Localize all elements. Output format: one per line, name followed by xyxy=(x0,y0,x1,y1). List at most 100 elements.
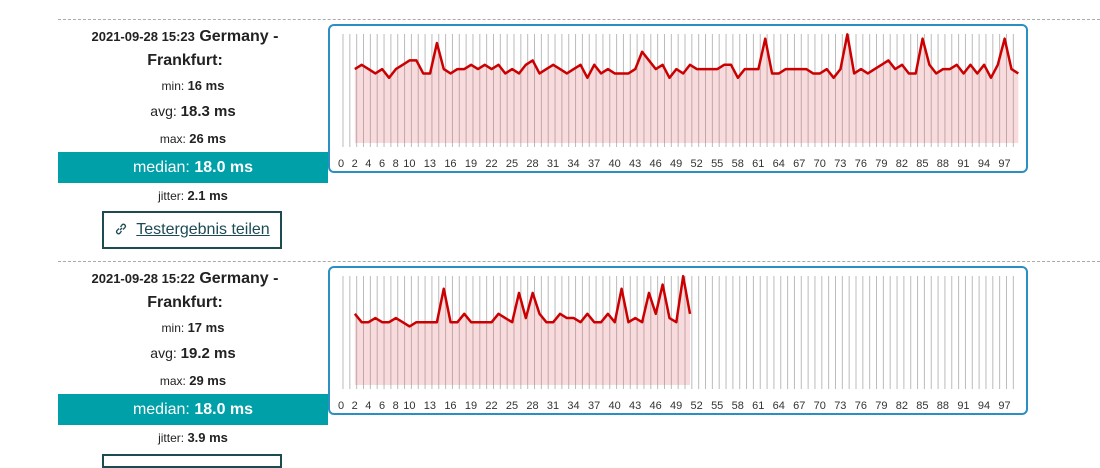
x-tick-label: 61 xyxy=(752,400,764,412)
x-tick-label: 40 xyxy=(608,158,620,170)
x-tick-label: 0 xyxy=(338,158,344,170)
x-tick-label: 6 xyxy=(379,158,385,170)
x-tick-label: 16 xyxy=(444,400,456,412)
result-heading: 2021-09-28 15:23 Germany - Frankfurt: xyxy=(85,25,285,73)
chart-frame xyxy=(328,266,1028,415)
x-tick-label: 97 xyxy=(998,400,1010,412)
median-value: 18.0 ms xyxy=(194,401,254,418)
x-tick-label: 73 xyxy=(834,158,846,170)
link-icon xyxy=(116,223,127,235)
x-tick-label: 79 xyxy=(875,400,887,412)
x-tick-label: 97 xyxy=(998,158,1010,170)
x-tick-label: 52 xyxy=(691,400,703,412)
avg-value: 19.2 ms xyxy=(180,345,236,362)
share-button[interactable]: Testergebnis teilen xyxy=(102,211,282,249)
avg-row: avg: 19.2 ms xyxy=(58,345,328,362)
x-tick-label: 40 xyxy=(608,400,620,412)
avg-row: avg: 18.3 ms xyxy=(58,103,328,120)
x-tick-label: 58 xyxy=(732,158,744,170)
location: Germany - Frankfurt: xyxy=(147,28,279,69)
x-tick-label: 70 xyxy=(814,400,826,412)
x-tick-label: 88 xyxy=(937,400,949,412)
median-bar: median: 18.0 ms xyxy=(58,152,328,183)
x-tick-label: 2 xyxy=(352,158,358,170)
x-tick-label: 31 xyxy=(547,158,559,170)
jitter-row: jitter: 2.1 ms xyxy=(58,188,328,203)
x-tick-label: 76 xyxy=(855,400,867,412)
x-tick-label: 16 xyxy=(444,158,456,170)
min-value: 16 ms xyxy=(187,78,225,93)
x-tick-label: 88 xyxy=(937,158,949,170)
x-tick-label: 8 xyxy=(393,400,399,412)
separator xyxy=(58,261,1100,262)
x-tick-label: 52 xyxy=(691,158,703,170)
x-tick-label: 64 xyxy=(773,158,785,170)
x-tick-label: 82 xyxy=(896,158,908,170)
x-tick-label: 91 xyxy=(957,400,969,412)
x-tick-label: 61 xyxy=(752,158,764,170)
x-tick-label: 2 xyxy=(352,400,358,412)
x-tick-label: 25 xyxy=(506,400,518,412)
x-tick-label: 22 xyxy=(485,158,497,170)
x-tick-label: 79 xyxy=(875,158,887,170)
area xyxy=(354,276,690,385)
x-tick-label: 19 xyxy=(465,400,477,412)
x-tick-label: 31 xyxy=(547,400,559,412)
x-tick-label: 73 xyxy=(834,400,846,412)
x-tick-label: 13 xyxy=(424,158,436,170)
avg-value: 18.3 ms xyxy=(180,103,236,120)
result-heading: 2021-09-28 15:22 Germany - Frankfurt: xyxy=(85,267,285,315)
jitter-value: 2.1 ms xyxy=(187,188,228,203)
x-tick-label: 43 xyxy=(629,158,641,170)
min-row: min: 16 ms xyxy=(58,78,328,93)
x-tick-label: 28 xyxy=(526,158,538,170)
x-tick-label: 34 xyxy=(567,400,579,412)
separator xyxy=(58,19,1100,20)
timestamp: 2021-09-28 15:22 xyxy=(91,271,195,286)
x-tick-label: 25 xyxy=(506,158,518,170)
median-label: median: xyxy=(132,401,190,418)
avg-label: avg: xyxy=(150,345,177,361)
x-tick-label: 85 xyxy=(916,158,928,170)
x-tick-label: 94 xyxy=(978,158,990,170)
x-tick-label: 13 xyxy=(424,400,436,412)
min-label: min: xyxy=(161,321,185,335)
line xyxy=(353,274,692,328)
chart-frame xyxy=(328,24,1028,173)
x-tick-label: 8 xyxy=(393,158,399,170)
x-tick-label: 43 xyxy=(629,400,641,412)
min-row: min: 17 ms xyxy=(58,320,328,335)
location: Germany - Frankfurt: xyxy=(147,270,279,311)
jitter-label: jitter: xyxy=(158,431,185,445)
x-tick-label: 4 xyxy=(365,400,371,412)
max-label: max: xyxy=(159,374,186,388)
median-label: median: xyxy=(132,159,190,176)
x-tick-label: 76 xyxy=(855,158,867,170)
x-tick-label: 58 xyxy=(732,400,744,412)
jitter-row: jitter: 3.9 ms xyxy=(58,430,328,445)
median-value: 18.0 ms xyxy=(194,159,254,176)
x-tick-label: 67 xyxy=(793,158,805,170)
x-tick-label: 37 xyxy=(588,400,600,412)
jitter-label: jitter: xyxy=(158,189,185,203)
page: {"results": [ {"timestamp": "2021-09-28 … xyxy=(58,19,1100,468)
area xyxy=(354,34,1019,143)
x-tick-label: 46 xyxy=(650,400,662,412)
charts: 0 2 4 6 8 10 13 16 19 22 25 28 31 34 37 40 43 46 49 52 55 58 6… xyxy=(328,24,1028,415)
x-tick-label: 55 xyxy=(711,158,723,170)
max-value: 29 ms xyxy=(189,373,227,388)
x-tick-label: 37 xyxy=(588,158,600,170)
x-tick-label: 34 xyxy=(567,158,579,170)
x-tick-label: 91 xyxy=(957,158,969,170)
x-tick-label: 22 xyxy=(485,400,497,412)
min-label: min: xyxy=(161,79,185,93)
x-tick-label: 28 xyxy=(526,400,538,412)
x-tick-label: 85 xyxy=(916,400,928,412)
x-tick-label: 46 xyxy=(650,158,662,170)
max-row: max: 26 ms xyxy=(58,131,328,146)
x-tick-label: 10 xyxy=(403,158,415,170)
x-tick-label: 64 xyxy=(773,400,785,412)
median-bar: median: 18.0 ms xyxy=(58,394,328,425)
max-label: max: xyxy=(159,132,186,146)
avg-label: avg: xyxy=(150,103,177,119)
